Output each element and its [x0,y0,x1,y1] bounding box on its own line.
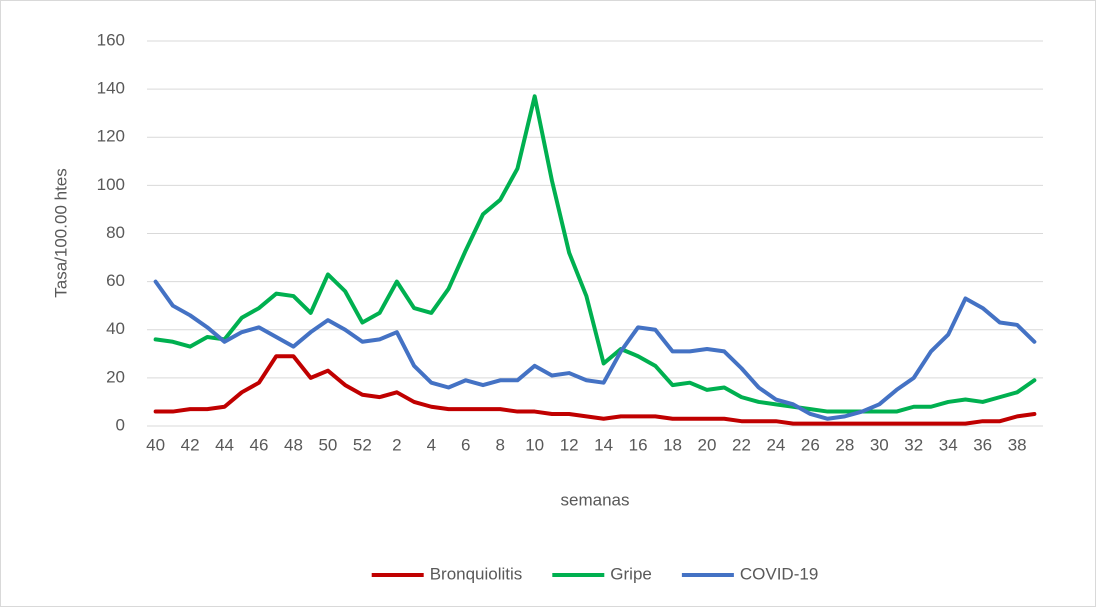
x-tick-label: 26 [801,435,820,454]
x-tick-label: 24 [766,435,785,454]
x-tick-label: 4 [427,435,436,454]
x-tick-label: 34 [939,435,958,454]
y-tick-label: 140 [97,79,125,98]
y-tick-label: 100 [97,175,125,194]
legend-label: COVID-19 [740,564,818,583]
y-tick-label: 20 [106,367,125,386]
y-tick-label: 40 [106,319,125,338]
x-axis-title: semanas [561,490,630,509]
y-tick-label: 0 [116,415,125,434]
line-series [153,94,1037,414]
line-series [153,279,1037,421]
y-tick-label: 60 [106,271,125,290]
x-tick-label: 46 [250,435,269,454]
x-tick-label: 14 [594,435,613,454]
x-tick-label: 32 [904,435,923,454]
line-series [153,354,1037,426]
y-tick-label: 80 [106,223,125,242]
x-tick-label: 38 [1008,435,1027,454]
x-tick-label: 44 [215,435,234,454]
x-tick-label: 12 [560,435,579,454]
x-tick-label: 28 [835,435,854,454]
legend-label: Bronquiolitis [430,564,523,583]
x-tick-label: 8 [495,435,504,454]
x-tick-label: 50 [318,435,337,454]
x-tick-label: 20 [698,435,717,454]
x-tick-label: 40 [146,435,165,454]
x-tick-label: 42 [181,435,200,454]
y-axis-title: Tasa/100.00 htes [51,168,70,297]
x-tick-label: 18 [663,435,682,454]
x-tick-label: 22 [732,435,751,454]
x-tick-label: 10 [525,435,544,454]
x-tick-label: 16 [629,435,648,454]
y-tick-label: 120 [97,127,125,146]
legend-label: Gripe [610,564,652,583]
x-tick-label: 52 [353,435,372,454]
x-tick-label: 6 [461,435,470,454]
x-tick-label: 2 [392,435,401,454]
x-tick-label: 36 [973,435,992,454]
x-tick-label: 48 [284,435,303,454]
x-tick-label: 30 [870,435,889,454]
y-tick-label: 160 [97,30,125,49]
